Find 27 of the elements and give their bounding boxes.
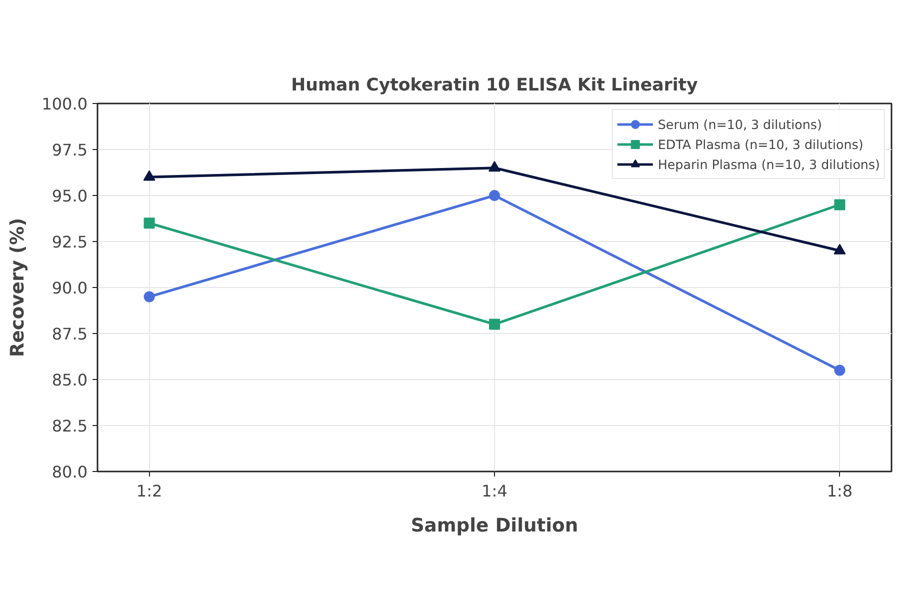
point bbox=[489, 318, 500, 330]
y-tick-label: 85.0 bbox=[52, 370, 88, 390]
point bbox=[143, 170, 156, 181]
y-tick-label: 100.0 bbox=[42, 94, 88, 114]
point bbox=[488, 161, 500, 172]
y-tick-label: 92.5 bbox=[52, 232, 88, 252]
y-tick-label: 82.5 bbox=[52, 416, 88, 436]
x-axis-title: Sample Dilution bbox=[410, 516, 578, 536]
point bbox=[144, 291, 155, 302]
chart-title: Human Cytokeratin 10 ELISA Kit Linearity bbox=[291, 76, 698, 96]
legend-label: EDTA Plasma (n=10, 3 dilutions) bbox=[658, 136, 864, 152]
legend-label: Serum (n=10, 3 dilutions) bbox=[658, 116, 822, 132]
point bbox=[834, 364, 846, 376]
x-tick-label: 1:4 bbox=[482, 482, 508, 500]
x-tick-label: 1:8 bbox=[826, 482, 853, 500]
legend-label: Heparin Plasma (n=10, 3 dilutions) bbox=[658, 156, 880, 172]
y-tick-label: 80.0 bbox=[52, 462, 88, 482]
x-tick-label: 1:2 bbox=[136, 482, 162, 500]
y-axis-title: Recovery (%) bbox=[8, 218, 29, 358]
point bbox=[144, 218, 155, 229]
y-tick-label: 97.5 bbox=[52, 140, 88, 160]
point bbox=[834, 244, 846, 254]
y-tick-label: 87.5 bbox=[52, 324, 88, 344]
point bbox=[834, 199, 846, 210]
point bbox=[489, 190, 500, 201]
y-tick-label: 90.0 bbox=[52, 278, 88, 298]
y-tick-label: 95.0 bbox=[52, 186, 88, 206]
